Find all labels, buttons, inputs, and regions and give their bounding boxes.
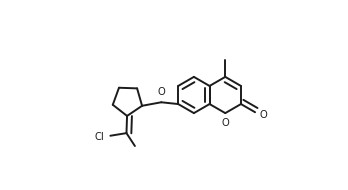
Text: O: O	[260, 110, 268, 120]
Text: O: O	[221, 118, 229, 128]
Text: Cl: Cl	[95, 132, 105, 142]
Text: O: O	[157, 87, 165, 97]
